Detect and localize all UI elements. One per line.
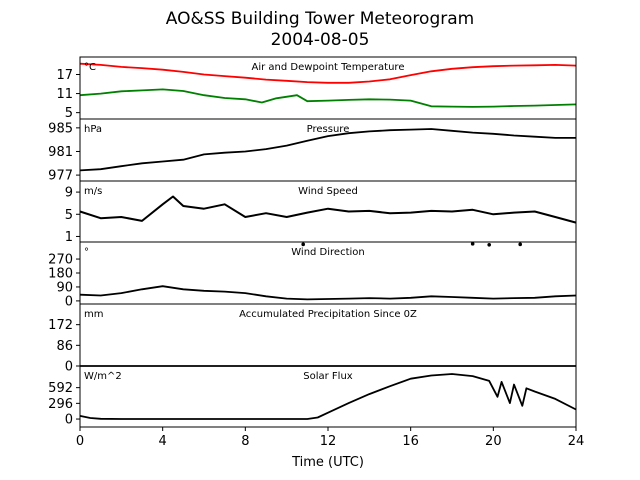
panel-3-title: Wind Direction — [291, 247, 365, 258]
panel-1: 977 981 985 hPa Pressure — [48, 118, 577, 184]
panel-3-point-3 — [518, 242, 522, 247]
panel-3-unit: ° — [84, 247, 89, 258]
panel-2: 1 5 9 m/s Wind Speed — [65, 180, 577, 245]
panel-3-point-2 — [487, 242, 492, 247]
panel-4-unit: mm — [84, 309, 103, 320]
panel-0-ytick-label-0: 5 — [65, 106, 73, 121]
panel-0-series-1 — [79, 88, 577, 108]
panel-5-xtick-label-0: 0 — [76, 434, 84, 449]
panel-1-ytick-label-1: 981 — [48, 145, 73, 160]
panel-3-ytick-label-1: 90 — [56, 280, 73, 295]
panel-1-unit: hPa — [84, 124, 102, 135]
panel-5-xtick-label-5: 20 — [485, 434, 502, 449]
panel-3-series-0 — [79, 285, 577, 301]
panel-2-series-0 — [79, 195, 577, 224]
panel-3-point-0 — [301, 242, 306, 247]
panel-2-ytick-label-0: 1 — [65, 230, 73, 245]
x-axis-label: Time (UTC) — [291, 455, 364, 470]
panel-1-ytick-label-2: 985 — [48, 121, 73, 136]
panel-4-ytick-label-0: 0 — [65, 360, 73, 375]
panel-2-ytick-label-1: 5 — [65, 208, 73, 223]
panel-5-xtick-label-3: 12 — [320, 434, 337, 449]
panel-5-unit: W/m^2 — [84, 371, 122, 382]
panel-5-xtick-label-6: 24 — [568, 434, 585, 449]
panel-3-ytick-label-3: 270 — [48, 253, 73, 268]
figure-title: AO&SS Building Tower Meteorogram — [166, 9, 474, 29]
panel-4-ytick-label-2: 172 — [48, 318, 73, 333]
panel-1-title: Pressure — [307, 124, 350, 135]
panel-4: 0 86 172 mm Accumulated Precipitation Since … — [48, 303, 577, 375]
panel-5-ytick-label-2: 592 — [48, 381, 73, 396]
panel-0-unit: °C — [84, 62, 96, 73]
panel-3-point-1 — [470, 242, 475, 246]
panel-5-xtick-label-2: 8 — [241, 434, 249, 449]
figure-subtitle: 2004-08-05 — [271, 30, 370, 50]
panel-5-title: Solar Flux — [303, 371, 353, 382]
panel-5-xtick-label-4: 16 — [402, 434, 419, 449]
panel-0-series-0 — [79, 62, 577, 84]
panel-1-ytick-label-0: 977 — [48, 169, 73, 184]
panel-0-ytick-label-2: 17 — [56, 68, 73, 83]
panel-5-ytick-label-1: 296 — [48, 397, 73, 412]
panel-5-xtick-label-1: 4 — [159, 434, 167, 449]
panel-2-unit: m/s — [84, 186, 102, 197]
panel-1-series-0 — [79, 128, 576, 172]
panel-4-ytick-label-1: 86 — [56, 339, 73, 354]
panel-2-ytick-label-2: 9 — [65, 186, 73, 201]
panel-2-title: Wind Speed — [298, 186, 358, 197]
panel-5-ytick-label-0: 0 — [65, 413, 73, 428]
panel-3-ytick-label-0: 0 — [65, 294, 73, 309]
panel-0-title: Air and Dewpoint Temperature — [252, 62, 405, 73]
panel-5-series-0 — [79, 373, 577, 420]
panel-0-ytick-label-1: 11 — [56, 87, 73, 102]
panel-3-ytick-label-2: 180 — [48, 267, 73, 282]
panel-4-title: Accumulated Precipitation Since 0Z — [239, 309, 417, 320]
panel-0: 5 11 17 °C Air and Dewpoint Temperature — [56, 56, 577, 121]
